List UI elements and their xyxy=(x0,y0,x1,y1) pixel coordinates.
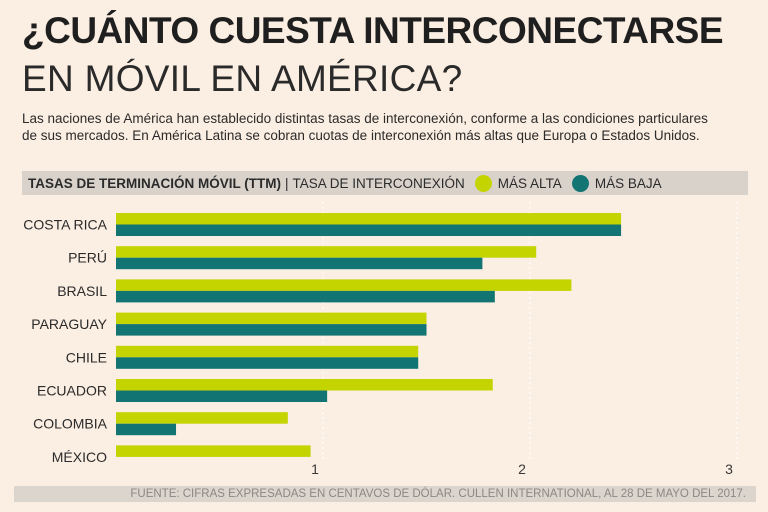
description: Las naciones de América han establecido … xyxy=(22,111,708,143)
bar-chart: COSTA RICA PERÚ BRASIL PARAGUAY CHILE ECUADOR… xyxy=(23,202,738,477)
source-note: FUENTE: CIFRAS EXPRESADAS EN CENTAVOS DE… xyxy=(14,486,756,502)
bar-low xyxy=(116,390,328,402)
legend-item-high: MÁS ALTA xyxy=(474,174,562,192)
x-tick-label: 1 xyxy=(311,461,319,477)
x-tick-label: 2 xyxy=(518,461,526,477)
category-label: COLOMBIA xyxy=(33,416,108,432)
bar-high xyxy=(116,412,288,424)
bar-low xyxy=(116,423,177,436)
legend-separator: | xyxy=(285,175,289,191)
bar-high xyxy=(116,345,419,358)
bar-low xyxy=(116,257,483,270)
category-label: PARAGUAY xyxy=(31,316,107,332)
x-tick-label: 3 xyxy=(725,461,733,477)
legend-high-swatch-icon xyxy=(474,174,492,192)
legend-bar: TASAS DE TERMINACIÓN MÓVIL (TTM) | TASA … xyxy=(22,171,748,195)
title-line-1: ¿CUÁNTO CUESTA INTERCONECTARSE xyxy=(22,10,724,51)
category-label: ECUADOR xyxy=(37,383,107,399)
legend-low-swatch-icon xyxy=(571,174,589,192)
category-label: BRASIL xyxy=(57,283,107,299)
legend-high-label: MÁS ALTA xyxy=(497,175,562,191)
bar-low xyxy=(116,290,495,303)
legend-subheading: TASA DE INTERCONEXIÓN xyxy=(292,175,465,191)
title-line-2: EN MÓVIL EN AMÉRICA? xyxy=(22,58,463,99)
bar-low xyxy=(116,224,622,236)
bar-high xyxy=(116,279,572,291)
bar-low xyxy=(116,324,427,336)
bar-high xyxy=(116,379,493,391)
category-label: PERÚ xyxy=(68,250,107,266)
legend-low-label: MÁS BAJA xyxy=(594,175,662,191)
bar-high xyxy=(116,246,537,258)
legend-heading: TASAS DE TERMINACIÓN MÓVIL (TTM) xyxy=(28,175,281,191)
bar-high xyxy=(116,445,311,457)
category-label: COSTA RICA xyxy=(23,217,107,233)
bar-low xyxy=(116,357,419,369)
category-label: MÉXICO xyxy=(52,449,107,465)
bar-high xyxy=(116,213,622,225)
legend-item-low: MÁS BAJA xyxy=(571,174,662,192)
category-label: CHILE xyxy=(66,349,107,365)
bar-high xyxy=(116,312,427,325)
